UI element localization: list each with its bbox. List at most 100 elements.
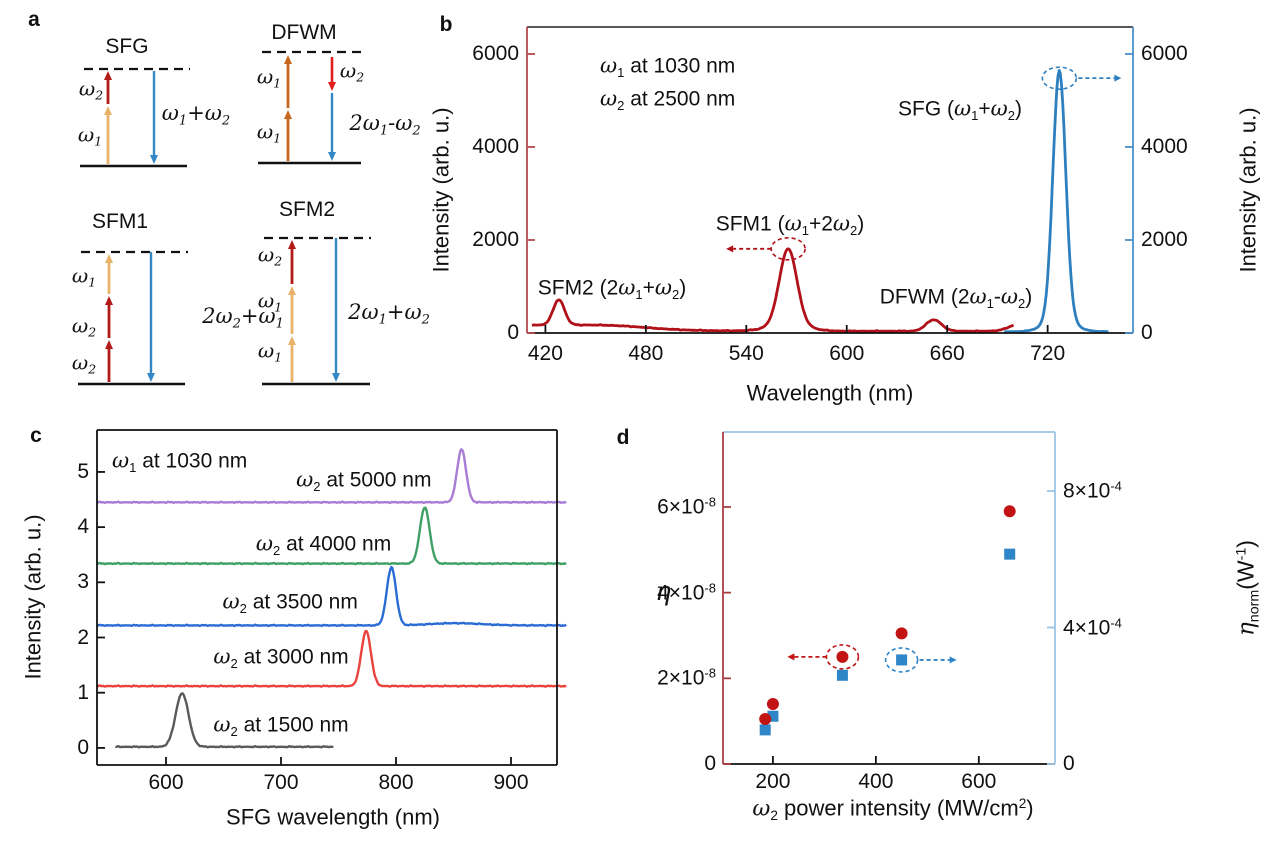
- b-ylabel-left: Intensity (arb. u.): [428, 107, 454, 273]
- b-ytick-left-label-6000: 6000: [472, 41, 519, 65]
- b-peak-label-3: SFG (ω1+ω2): [897, 96, 1023, 123]
- d-ytick-right-label-1: 4×10-4: [1063, 614, 1122, 640]
- b-ellipse-1: [1041, 66, 1078, 90]
- panel-b-sfg-spectrum-blue: [1003, 69, 1109, 334]
- d-xtick-label-400: 400: [858, 769, 894, 793]
- b-peak-label-1: SFM1 (ω1+2ω2): [715, 211, 865, 238]
- d-point-eta-norm-0: [759, 724, 771, 736]
- d-ylabel-left: η: [655, 576, 671, 607]
- d-point-eta-1: [766, 698, 779, 711]
- b-ytick-right-label-2000: 2000: [1141, 227, 1188, 251]
- b-ellipse-arrow-0-head: [726, 245, 734, 253]
- d-point-eta-4: [1003, 505, 1016, 518]
- d-point-eta-norm-2: [836, 669, 848, 681]
- d-ellipse-arrow-1-head: [949, 656, 957, 664]
- b-ytick-left-label-2000: 2000: [472, 227, 519, 251]
- sfm2-pump-arrow-2-head: [288, 240, 296, 249]
- sfm2-pump-label-0: ω1: [257, 338, 283, 365]
- b-xtick-label-720: 720: [1030, 341, 1066, 365]
- d-point-eta-norm-1: [767, 710, 779, 722]
- sfm1-pump-label-1: ω2: [71, 313, 97, 340]
- c-series-label-w2-3000: ω2 at 3000 nm: [213, 644, 349, 671]
- sfm2-pump-label-1: ω1: [257, 288, 283, 315]
- panel-c-w2-1500: [115, 692, 334, 749]
- b-peak-label-2: DFWM (2ω1-ω2): [879, 284, 1033, 311]
- d-ellipse-arrow-0-head: [787, 653, 795, 661]
- c-series-label-w2-3500: ω2 at 3500 nm: [222, 589, 358, 616]
- d-xlabel: ω2 power intensity (MW/cm2): [752, 795, 1034, 824]
- d-ytick-left-label-1: 2×10-8: [657, 665, 716, 690]
- sfg-emission-label: ω1+ω2: [161, 100, 231, 129]
- c-series-label-w2-4000: ω2 at 4000 nm: [255, 531, 392, 559]
- sfg-pump-label-0: ω1: [77, 122, 103, 149]
- dfwm-emission-arrow-head: [328, 152, 336, 161]
- d-point-eta-norm-4: [1004, 548, 1016, 560]
- d-ytick-left-label-2: 4×10-8: [657, 580, 716, 605]
- d-ytick-right-label-2: 8×10-4: [1063, 478, 1122, 503]
- dfwm-down-pump-label: ω2: [339, 58, 365, 85]
- c-annotation: ω1 at 1030 nm: [112, 448, 248, 475]
- c-xlabel: SFG wavelength (nm): [226, 804, 440, 830]
- b-ytick-right-label-6000: 6000: [1141, 41, 1188, 65]
- sfg-emission-arrow-head: [150, 155, 158, 164]
- c-ytick-label-5: 5: [77, 459, 89, 483]
- b-xtick-label-660: 660: [929, 341, 965, 365]
- d-point-eta-3: [895, 627, 908, 640]
- d-ylabel-right: ηnorm(W-1): [1232, 540, 1263, 636]
- b-peak-label-0: SFM2 (2ω1+ω2): [537, 275, 687, 302]
- d-xtick-label-600: 600: [961, 769, 997, 793]
- sfm1-pump-arrow-2-head: [105, 254, 113, 263]
- sfm2-title: SFM2: [278, 197, 336, 221]
- b-ylabel-right: Intensity (arb. u.): [1235, 107, 1261, 273]
- panel-c-w2-4000: [96, 506, 567, 566]
- dfwm-pump-arrow-0-head: [284, 110, 292, 119]
- d-ytick-left-label-0: 0: [704, 751, 716, 775]
- sfm2-emission-arrow-head: [332, 373, 340, 382]
- sfm1-pump-label-0: ω2: [71, 350, 97, 377]
- sfm1-emission-label: 2ω2+ω1: [202, 303, 284, 332]
- b-ytick-right-label-4000: 4000: [1141, 134, 1188, 158]
- b-annotation-1: ω2 at 2500 nm: [600, 86, 736, 113]
- c-xtick-label-800: 800: [378, 770, 414, 794]
- sfm1-emission-arrow-head: [147, 373, 155, 382]
- dfwm-pump-label-0: ω1: [256, 119, 282, 146]
- b-ytick-left-label-0: 0: [507, 320, 519, 344]
- c-xtick-label-900: 900: [493, 770, 529, 794]
- dfwm-pump-label-1: ω1: [256, 64, 282, 91]
- b-xtick-label-420: 420: [527, 341, 563, 365]
- dfwm-pump-arrow-1-head: [284, 55, 292, 64]
- c-xtick-label-600: 600: [148, 770, 184, 794]
- d-point-eta-norm-3: [896, 654, 908, 666]
- c-series-label-w2-5000: ω2 at 5000 nm: [296, 467, 432, 495]
- b-ytick-right-label-0: 0: [1141, 320, 1153, 344]
- b-xtick-label-540: 540: [728, 341, 764, 365]
- d-point-eta-0: [759, 713, 772, 726]
- b-annotation-0: ω1 at 1030 nm: [600, 53, 736, 80]
- c-ytick-label-2: 2: [77, 625, 89, 649]
- sfg-pump-label-1: ω2: [78, 76, 104, 103]
- sfm1-pump-arrow-1-head: [105, 296, 113, 305]
- c-ylabel: Intensity (arb. u.): [20, 514, 46, 680]
- sfm2-pump-arrow-1-head: [288, 286, 296, 295]
- d-ytick-right-label-0: 0: [1063, 751, 1075, 775]
- b-ytick-left-label-4000: 4000: [472, 134, 519, 158]
- c-ytick-label-3: 3: [77, 570, 89, 594]
- panel-label-a: a: [28, 7, 40, 31]
- b-xlabel: Wavelength (nm): [746, 380, 914, 406]
- panel-b-visible-spectrum-red: [531, 247, 1015, 333]
- d-point-eta-2: [836, 650, 849, 663]
- b-xtick-label-480: 480: [628, 341, 664, 365]
- sfm1-pump-arrow-0-head: [105, 340, 113, 349]
- d-xtick-label-200: 200: [755, 769, 791, 793]
- d-ellipse-1: [884, 647, 919, 673]
- panel-label-b: b: [439, 12, 453, 36]
- dfwm-down-pump-arrow-head: [328, 82, 336, 91]
- c-series-label-w2-1500: ω2 at 1500 nm: [213, 712, 349, 739]
- b-ellipse-arrow-1-head: [1114, 74, 1122, 82]
- dfwm-title: DFWM: [271, 20, 337, 44]
- sfg-title: SFG: [105, 34, 149, 58]
- b-xtick-label-600: 600: [829, 341, 865, 365]
- sfm2-pump-label-2: ω2: [257, 242, 283, 269]
- panel-c-w2-5000: [96, 448, 567, 505]
